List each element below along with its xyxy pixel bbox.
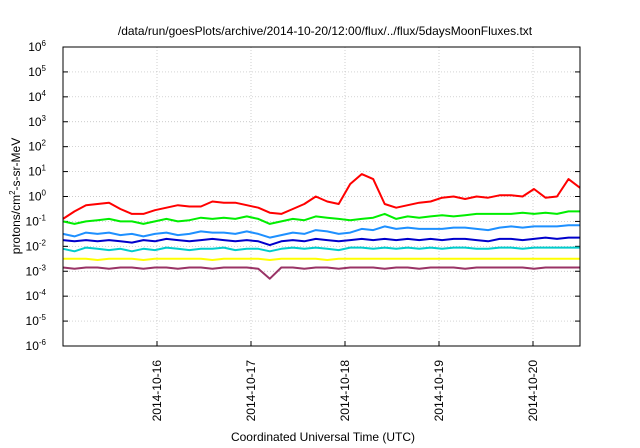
y-tick-labels: 106 105 104 103 102 101 100 10-1 10-2 10-3 10-4 10-…: [26, 39, 47, 353]
x-axis-label: Coordinated Universal Time (UTC): [231, 430, 415, 444]
y-tick-label: 10-2: [26, 238, 47, 253]
chart-title: /data/run/goesPlots/archive/2014-10-20/1…: [118, 24, 533, 38]
plot-frame: [62, 46, 581, 347]
y-axis-label: protons/cm2-s-sr-MeV: [8, 138, 23, 254]
y-tick-label: 102: [28, 139, 46, 154]
y-gridlines: [63, 46, 580, 347]
y-axis-label-pre: protons/cm: [9, 195, 23, 254]
series-line: [62, 224, 580, 239]
series-line: [62, 236, 580, 247]
y-tick-label: 100: [28, 189, 46, 204]
x-tick-labels: 2014-10-16 2014-10-17 2014-10-18 2014-10-19…: [150, 360, 540, 422]
y-axis-label-post: -s-sr-MeV: [9, 138, 23, 191]
series-line: [63, 257, 580, 261]
y-tick-label: 103: [28, 114, 46, 129]
x-tick-label: 2014-10-19: [432, 360, 446, 422]
series-line: [62, 246, 580, 253]
y-axis-label-sup: 2: [8, 190, 17, 195]
x-tick-label: 2014-10-17: [244, 360, 258, 422]
x-tick-label: 2014-10-20: [526, 360, 540, 422]
y-tick-label: 10-4: [26, 288, 47, 303]
series-line: [62, 210, 580, 225]
y-tick-label: 10-5: [26, 313, 47, 328]
x-tick-label: 2014-10-16: [150, 360, 164, 422]
y-tick-label: 10-3: [26, 263, 47, 278]
y-tick-label: 105: [28, 64, 46, 79]
y-tick-label: 10-1: [26, 213, 47, 228]
series-line: [62, 173, 581, 220]
series-lines: [62, 173, 581, 280]
x-gridlines: [156, 47, 534, 346]
y-tick-label: 10-6: [26, 338, 47, 353]
y-tick-label: 106: [28, 39, 46, 54]
y-tick-label: 101: [28, 164, 46, 179]
x-tick-label: 2014-10-18: [338, 360, 352, 422]
y-tick-label: 104: [28, 89, 46, 104]
series-line: [62, 266, 580, 280]
